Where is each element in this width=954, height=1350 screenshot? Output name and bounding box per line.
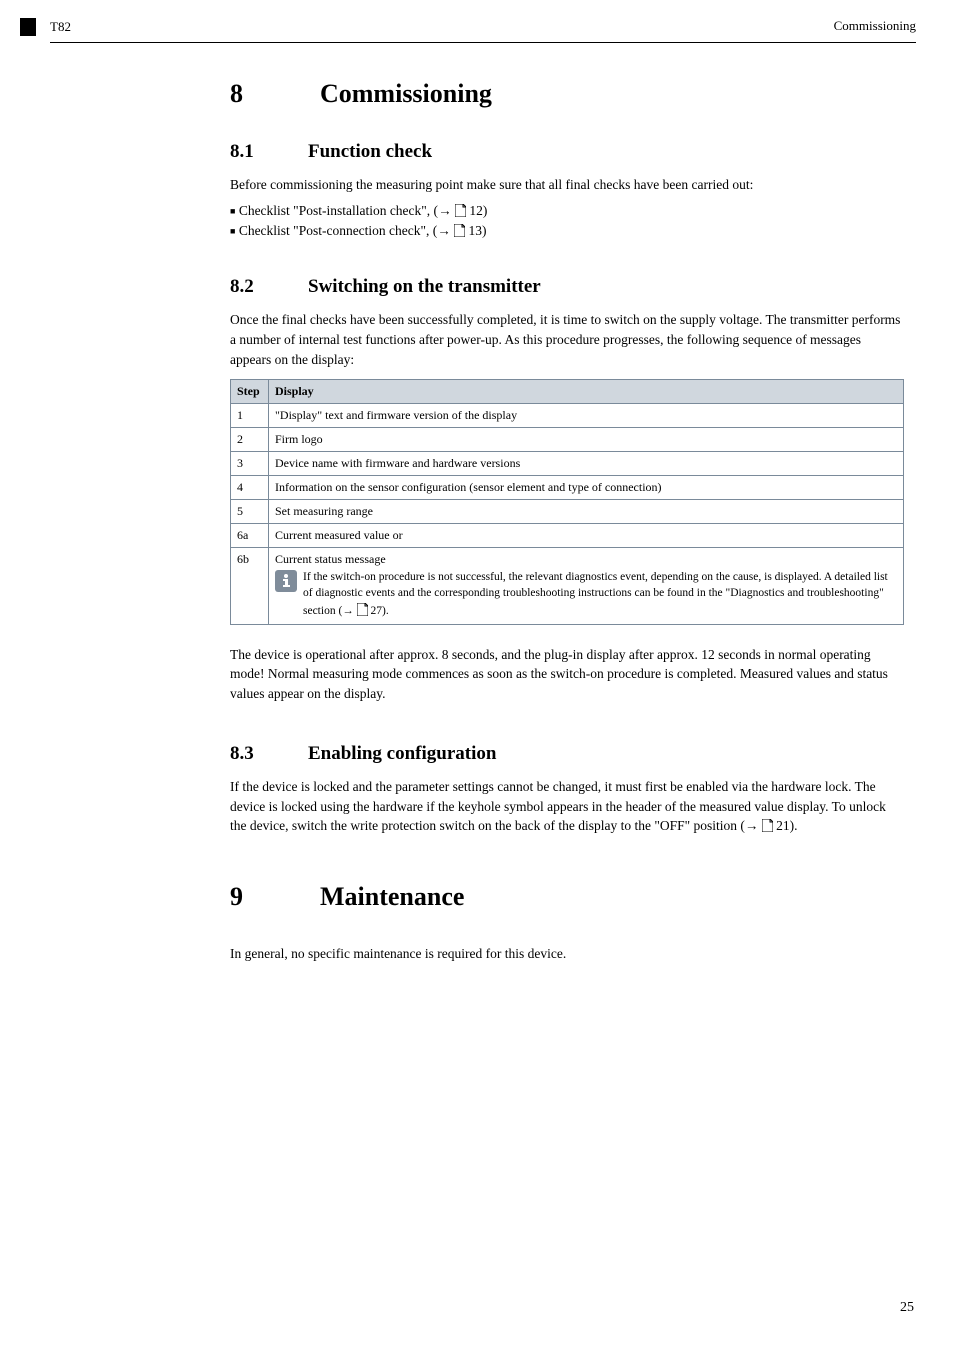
table-row: 6b Current status message: [231, 548, 904, 625]
section-8-1-title: Function check: [308, 141, 432, 162]
bullet-2-text-a: Checklist "Post-connection check", (: [239, 223, 437, 238]
section-8-1-number: 8.1: [230, 141, 308, 163]
display-cell: Current status message: [269, 548, 904, 625]
section-8-2-outro: The device is operational after approx. …: [230, 645, 904, 704]
section-8-3-page: 21).: [776, 818, 797, 833]
table-row: 1 "Display" text and firmware version of…: [231, 404, 904, 428]
header-section-name: Commissioning: [834, 18, 916, 36]
arrow-glyph: →: [342, 605, 354, 617]
table-row: 5 Set measuring range: [231, 500, 904, 524]
step-cell: 5: [231, 500, 269, 524]
bullet-marker: ■: [230, 206, 235, 216]
step-cell: 2: [231, 428, 269, 452]
step-cell: 6a: [231, 524, 269, 548]
page-icon: [357, 603, 368, 622]
display-cell: "Display" text and firmware version of t…: [269, 404, 904, 428]
section-8-2-intro: Once the final checks have been successf…: [230, 310, 904, 369]
info-text-a: If the switch-on procedure is not succes…: [303, 571, 888, 617]
page-icon: [454, 223, 465, 244]
step-cell: 6b: [231, 548, 269, 625]
section-9-number: 9: [230, 882, 320, 912]
table-row: 4 Information on the sensor configuratio…: [231, 476, 904, 500]
info-text-page: 27).: [371, 605, 389, 617]
display-cell: Information on the sensor configuration …: [269, 476, 904, 500]
section-8-1-intro: Before commissioning the measuring point…: [230, 175, 904, 195]
table-header-display: Display: [269, 380, 904, 404]
section-8-2-heading: 8.2Switching on the transmitter: [230, 276, 904, 298]
startup-display-table: Step Display 1 "Display" text and firmwa…: [230, 379, 904, 625]
arrow-glyph: →: [438, 203, 452, 218]
display-cell: Device name with firmware and hardware v…: [269, 452, 904, 476]
page-icon: [455, 203, 466, 224]
section-8-number: 8: [230, 79, 320, 109]
section-8-title: Commissioning: [320, 79, 492, 108]
step-cell: 4: [231, 476, 269, 500]
table-row: 3 Device name with firmware and hardware…: [231, 452, 904, 476]
section-9-text: In general, no specific maintenance is r…: [230, 944, 904, 964]
section-8-3-number: 8.3: [230, 743, 308, 765]
bullet-post-installation: ■ Checklist "Post-installation check", (…: [230, 201, 904, 222]
section-8-3-text: If the device is locked and the paramete…: [230, 777, 904, 836]
display-cell: Firm logo: [269, 428, 904, 452]
table-header-step: Step: [231, 380, 269, 404]
section-8-heading: 8Commissioning: [230, 79, 904, 109]
section-8-2-title: Switching on the transmitter: [308, 276, 541, 297]
bullet-2-page: 13): [469, 223, 487, 238]
display-cell: Set measuring range: [269, 500, 904, 524]
table-row: 2 Firm logo: [231, 428, 904, 452]
info-icon: [275, 570, 297, 592]
page-icon: [762, 818, 773, 838]
section-9-heading: 9Maintenance: [230, 882, 904, 912]
step-cell: 3: [231, 452, 269, 476]
page-number: 25: [900, 1300, 914, 1316]
bullet-marker: ■: [230, 226, 235, 236]
bullet-post-connection: ■ Checklist "Post-connection check", (→ …: [230, 221, 904, 242]
step-cell: 1: [231, 404, 269, 428]
doc-code: T82: [50, 19, 71, 35]
section-8-3-title: Enabling configuration: [308, 743, 496, 764]
section-8-3-heading: 8.3Enabling configuration: [230, 743, 904, 765]
table-row: 6a Current measured value or: [231, 524, 904, 548]
section-8-2-number: 8.2: [230, 276, 308, 298]
section-9-title: Maintenance: [320, 882, 464, 911]
section-8-1-heading: 8.1Function check: [230, 141, 904, 163]
arrow-glyph: →: [437, 223, 451, 238]
bullet-1-text-a: Checklist "Post-installation check", (: [239, 203, 438, 218]
display-cell: Current measured value or: [269, 524, 904, 548]
info-text: If the switch-on procedure is not succes…: [303, 570, 897, 620]
arrow-glyph: →: [745, 818, 759, 833]
bullet-1-page: 12): [469, 203, 487, 218]
row-6b-status: Current status message: [275, 552, 897, 567]
